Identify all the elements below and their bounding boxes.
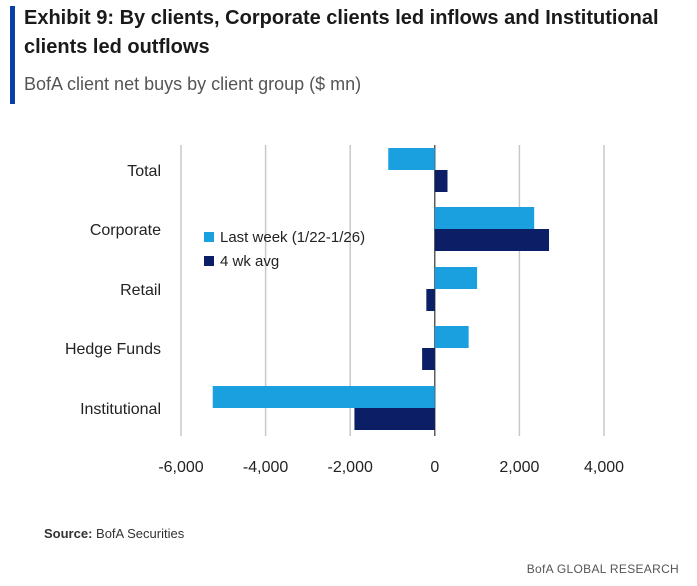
- bar-4wk-avg: [354, 408, 435, 430]
- chart-subtitle: BofA client net buys by client group ($ …: [24, 74, 362, 94]
- x-tick-label: 2,000: [499, 459, 539, 476]
- x-tick-label: -4,000: [243, 459, 288, 476]
- chart-title: Exhibit 9: By clients, Corporate clients…: [24, 7, 659, 58]
- bar-4wk-avg: [434, 229, 550, 251]
- source-text: BofA Securities: [96, 526, 185, 541]
- category-label: Hedge Funds: [65, 341, 161, 358]
- source-note: Source: BofA Securities: [44, 526, 184, 541]
- legend-swatch: [204, 232, 214, 242]
- category-label: Retail: [120, 282, 161, 299]
- brand-footer: BofA GLOBAL RESEARCH: [526, 562, 679, 576]
- x-tick-label: 4,000: [584, 459, 624, 476]
- category-label: Corporate: [90, 222, 161, 239]
- legend-label: Last week (1/22-1/26): [220, 229, 365, 246]
- bar-last-week: [434, 267, 478, 289]
- bar-last-week: [388, 148, 435, 170]
- bar-last-week: [434, 326, 469, 348]
- bar-last-week: [212, 386, 435, 408]
- legend-label: 4 wk avg: [220, 253, 279, 270]
- category-label: Institutional: [80, 401, 161, 418]
- bar-4wk-avg: [422, 348, 435, 370]
- bar-4wk-avg: [426, 289, 435, 311]
- title-accent-bar: [10, 6, 15, 104]
- category-label: Total: [127, 163, 161, 180]
- bar-4wk-avg: [434, 170, 448, 192]
- source-label: Source:: [44, 526, 93, 541]
- bar-last-week: [434, 207, 535, 229]
- legend-swatch: [204, 256, 214, 266]
- x-tick-label: 0: [430, 459, 439, 476]
- x-tick-label: -6,000: [158, 459, 203, 476]
- x-tick-label: -2,000: [328, 459, 373, 476]
